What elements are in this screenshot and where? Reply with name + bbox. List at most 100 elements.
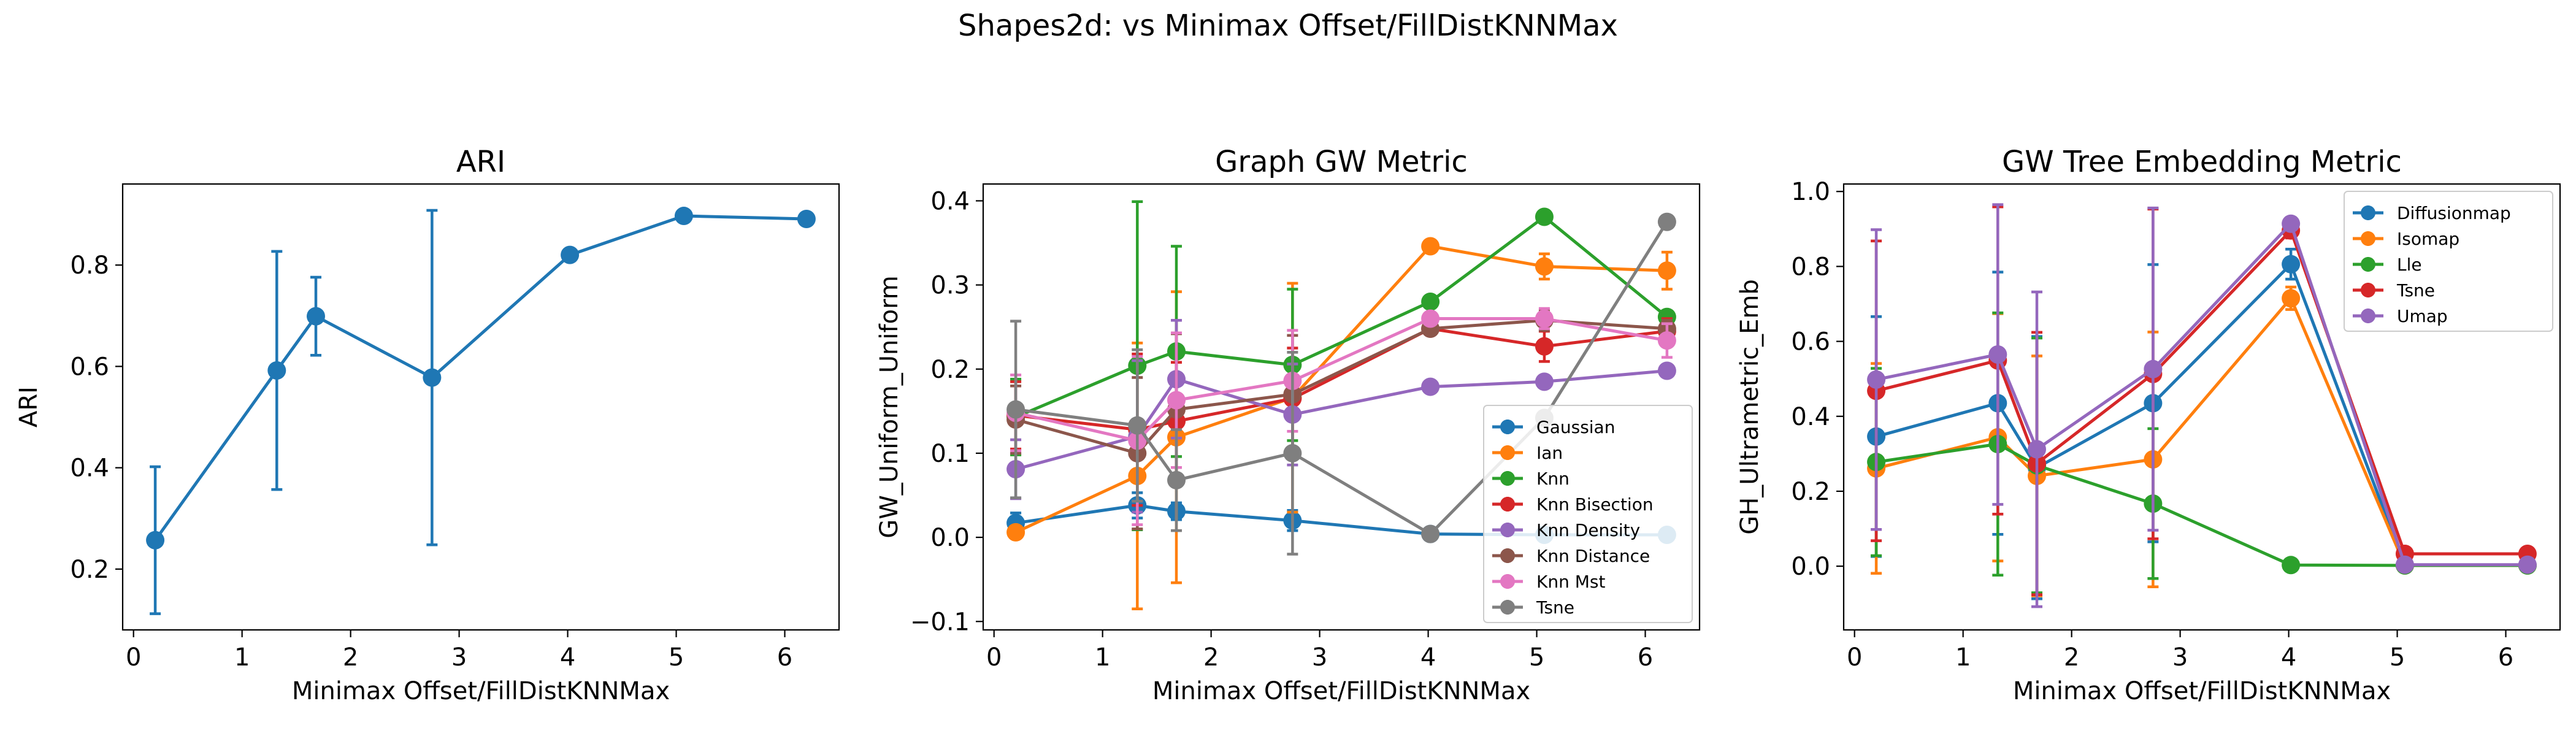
y-tick-label: 0.1 [930,440,970,468]
y-tick-label: 1.0 [1791,178,1830,206]
data-point [1421,237,1440,256]
series-line [154,214,807,542]
data-point [1988,345,2007,364]
data-point [1421,309,1440,328]
axes-frame [121,183,840,631]
x-tick-label: 6 [2498,643,2513,672]
data-point [2395,555,2414,574]
data-point [1421,293,1440,312]
x-tick-label: 3 [1312,643,1327,672]
data-point [561,245,580,264]
data-point [1167,391,1186,410]
data-point [1006,400,1025,419]
data-point [2282,289,2301,308]
x-axis-label: Minimax Offset/FillDistKNNMax [1152,677,1530,705]
data-point [1006,523,1025,542]
y-tick-label: 0.8 [1791,253,1830,281]
legend-marker [1500,445,1515,460]
data-point [674,207,693,226]
y-axis-label: ARI [15,386,43,427]
data-point [1657,331,1676,350]
data-point [423,368,442,387]
data-point [1657,361,1676,380]
x-tick-label: 0 [126,643,141,672]
data-point [1535,257,1554,276]
legend-marker [1500,600,1515,615]
legend-marker [1500,497,1515,512]
data-point [307,307,326,326]
y-tick-label: 0.6 [70,353,109,381]
data-point [1421,377,1440,396]
legend-marker [1500,471,1515,486]
x-tick-label: 2 [2064,643,2079,672]
data-point [1657,212,1676,231]
legend-label: Knn [1536,469,1570,489]
y-axis-label: GH_Ultrametric_Emb [1736,279,1764,535]
legend-marker [2361,283,2375,297]
legend-marker [2361,257,2375,272]
data-point [1167,470,1186,489]
legend-marker [1500,420,1515,434]
x-tick-label: 4 [2281,643,2296,672]
legend-label: Knn Density [1536,520,1640,540]
x-tick-label: 1 [1955,643,1971,672]
legend-label: Knn Distance [1536,546,1650,566]
data-point [2518,555,2537,574]
chart-panel-1: ARI Minimax Offset/FillDistKNNMax ARI 0 1 2 3 4… [15,145,840,705]
y-tick-label: 0.4 [70,454,109,483]
series-group [1867,203,2537,608]
data-point [797,210,816,229]
x-tick-label: 3 [451,643,467,672]
y-tick-label: 0.2 [1791,478,1830,506]
y-tick-label: 0.0 [930,524,970,552]
y-tick-label: 0.6 [1791,328,1830,356]
chart-panels: ARI Minimax Offset/FillDistKNNMax ARI 0 1 2 3 4… [15,145,2561,705]
data-point [1657,261,1676,280]
data-point [1128,416,1147,435]
chart-title: Graph GW Metric [1215,145,1468,179]
y-tick-label: 0.4 [1791,403,1830,431]
series-group [1006,200,1676,610]
data-point [1421,524,1440,543]
data-point [267,361,286,380]
x-tick-label: 4 [560,643,575,672]
x-tick-label: 5 [1529,643,1544,672]
axes-frame [982,183,1701,631]
legend-label: Diffusionmap [2397,203,2511,223]
x-tick-label: 1 [1095,643,1110,672]
x-tick-label: 2 [343,643,358,672]
x-tick-label: 1 [234,643,250,672]
legend: Diffusionmap Isomap Lle Tsne Umap [2344,191,2553,332]
x-tick-label: 6 [1638,643,1653,672]
chart-title: ARI [456,145,505,179]
legend-label: Gaussian [1536,417,1615,437]
data-point [1867,370,1886,389]
data-point [2144,359,2163,378]
series-tsne [1006,212,1676,556]
legend-label: Tsne [1536,597,1574,618]
x-tick-label: 5 [669,643,684,672]
legend-label: Tsne [2396,280,2435,301]
x-axis-label: Minimax Offset/FillDistKNNMax [2013,677,2391,705]
data-point [146,531,165,550]
chart-title: GW Tree Embedding Metric [2002,145,2402,179]
x-tick-label: 6 [777,643,792,672]
series-line [1876,442,2528,567]
axes-frame [1842,183,2561,631]
x-tick-label: 4 [1420,643,1436,672]
y-axis-label: GW_Uniform_Uniform [875,275,903,539]
legend-marker [1500,523,1515,537]
y-tick-label: 0.8 [70,251,109,280]
data-point [1535,372,1554,391]
data-point [2282,214,2301,233]
series-umap [1867,203,2537,608]
y-tick-label: −0.1 [910,608,970,636]
data-point [2282,556,2301,575]
y-tick-label: 0.3 [930,272,970,300]
data-point [2028,440,2047,459]
legend-frame [2344,191,2553,332]
y-tick-label: 0.0 [1791,553,1830,581]
legend-label: Umap [2397,306,2448,326]
figure-title: Shapes2d: vs Minimax Offset/FillDistKNNM… [958,9,1618,43]
legend-label: Knn Bisection [1536,494,1654,515]
